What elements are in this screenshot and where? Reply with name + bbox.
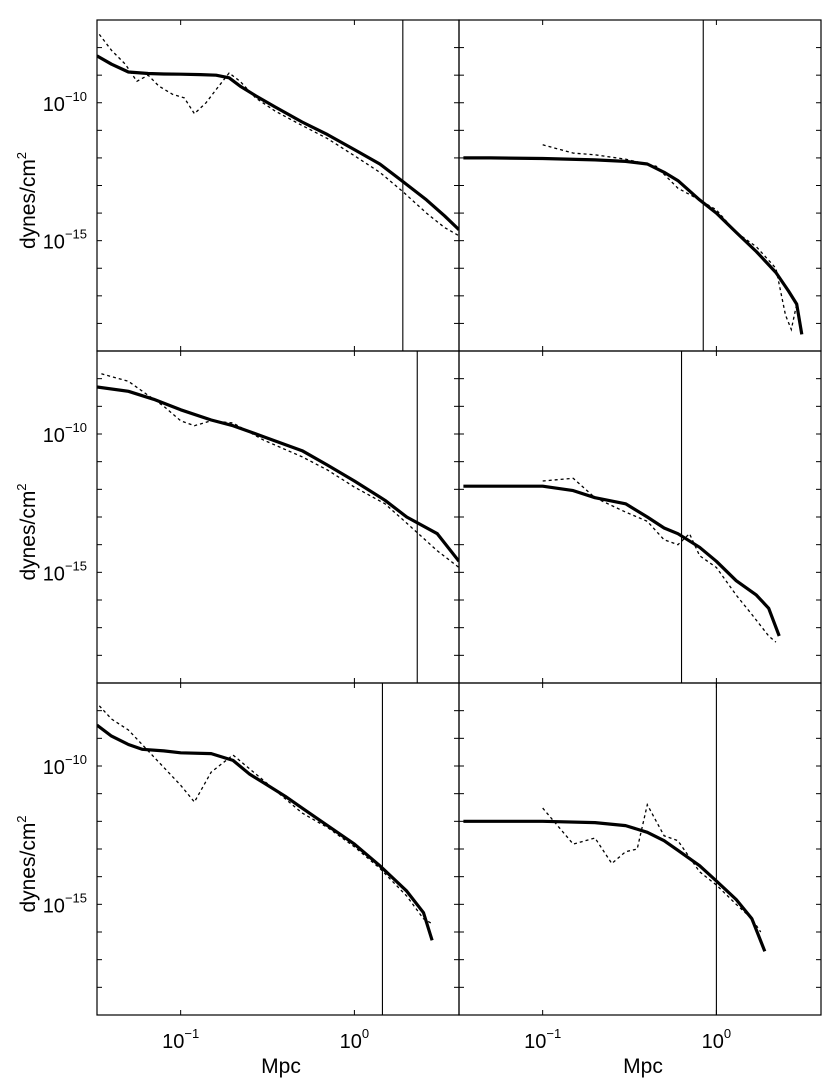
data-profile-dotted-line [542, 144, 798, 332]
plot-frame [458, 19, 822, 352]
x-tick-label: 100 [340, 1026, 369, 1053]
plot-frame [96, 682, 460, 1016]
y-axis-title: dynes/cm2 [14, 483, 40, 580]
y-tick-label: 10−15 [43, 227, 87, 254]
data-profile-dotted-line [542, 802, 762, 933]
y-tick-label: 10−10 [43, 752, 87, 779]
y-tick-label: 10−15 [43, 890, 87, 917]
panel-grid: 10−1010−15dynes/cm210−1010−15dynes/cm210… [14, 19, 822, 1078]
panel-row3-left: 10−10 10−15 10−1 100 dynes/cm2 Mpc [14, 682, 460, 1078]
y-tick-label: 10−10 [43, 89, 87, 116]
x-axis-title: Mpc [623, 1055, 663, 1078]
plot-frame [458, 682, 822, 1016]
x-tick-label: 10−1 [524, 1026, 561, 1053]
model-profile-line [97, 385, 459, 563]
panel-row1-right [458, 19, 822, 352]
model-profile-line [463, 484, 781, 637]
model-profile-line [463, 156, 804, 335]
y-axis-title: dynes/cm2 [14, 152, 40, 249]
panel-row3-right: 10−1 100 Mpc [458, 682, 822, 1078]
x-tick-label: 10−1 [162, 1026, 199, 1053]
data-profile-dotted-line [542, 477, 777, 643]
panel-row2-right [458, 350, 822, 684]
plot-frame [96, 19, 460, 352]
model-profile-line [97, 54, 459, 231]
x-tick-label: 100 [702, 1026, 731, 1053]
model-profile-line [463, 819, 767, 952]
x-axis-title: Mpc [261, 1055, 301, 1078]
data-profile-dotted-line [98, 705, 433, 925]
y-axis-title: dynes/cm2 [14, 815, 40, 912]
model-profile-line [97, 723, 434, 941]
y-tick-label: 10−15 [43, 558, 87, 585]
y-tick-label: 10−10 [43, 420, 87, 447]
data-profile-dotted-line [101, 373, 459, 569]
data-profile-dotted-line [98, 34, 459, 237]
